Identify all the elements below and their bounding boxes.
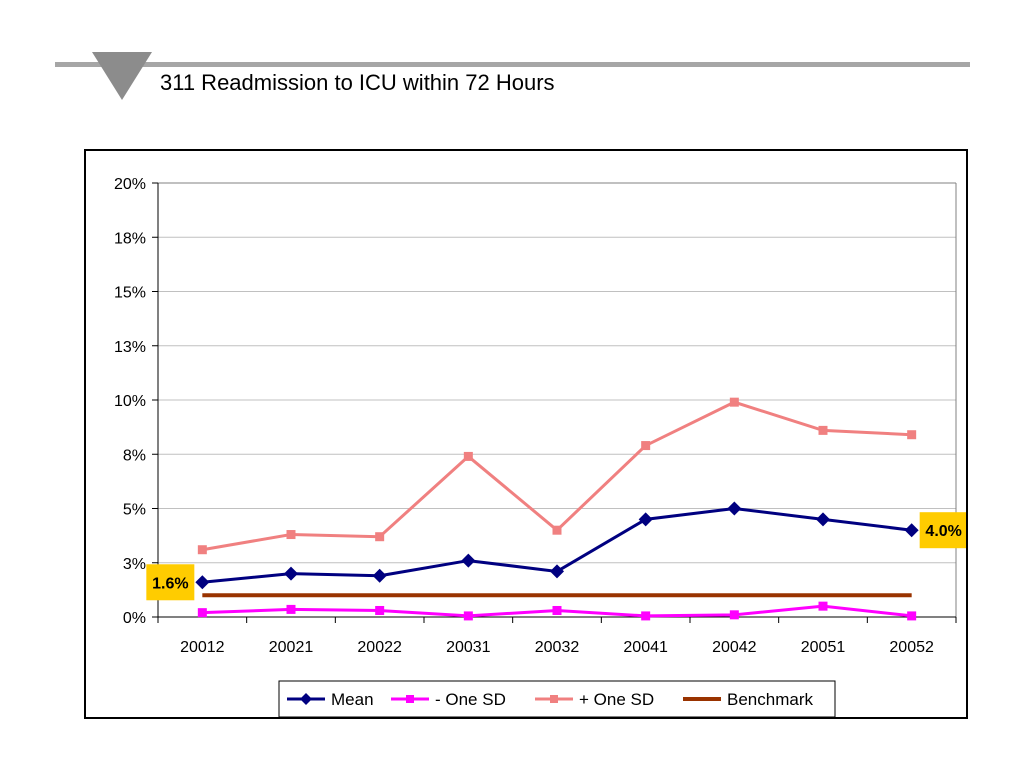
legend-marker-mean	[300, 693, 312, 705]
x-tick-label: 20032	[535, 639, 580, 656]
callout-label: 4.0%	[925, 523, 961, 540]
plus-sd-point	[729, 397, 739, 407]
mean-point	[816, 512, 830, 527]
plus-sd-point	[641, 441, 651, 451]
minus-sd-point	[463, 611, 473, 621]
legend-label-plus-sd: + One SD	[579, 690, 654, 709]
legend-marker-minus-sd	[406, 695, 414, 703]
mean-point	[727, 501, 742, 516]
callout-label: 1.6%	[152, 575, 188, 592]
callout-box-0	[146, 564, 195, 601]
callout-box-1	[919, 512, 966, 549]
y-tick-label: 10%	[114, 393, 146, 410]
minus-sd-point	[818, 601, 828, 611]
header-rule	[55, 62, 970, 67]
mean-point	[284, 566, 298, 581]
line-chart: 0% 3% 5% 8% 10% 13% 15% 18% 20% 20012 20021 20022 20…	[114, 176, 966, 717]
minus-sd-point	[907, 611, 917, 621]
minus-sd-point	[375, 605, 385, 615]
y-tick-label: 18%	[114, 230, 146, 247]
plus-sd-point	[286, 530, 296, 540]
x-tick-label: 20051	[801, 639, 846, 656]
mean-point	[550, 564, 564, 579]
x-tick-label: 20022	[357, 639, 402, 656]
x-tick-label: 20031	[446, 639, 491, 656]
y-tick-label: 13%	[114, 339, 146, 356]
y-tick-label: 15%	[114, 285, 146, 302]
x-tick-label: 20042	[712, 639, 757, 656]
legend-label-minus-sd: - One SD	[435, 690, 506, 709]
plus-sd-point	[818, 425, 828, 435]
y-tick-label: 20%	[114, 176, 146, 193]
y-tick-label: 5%	[123, 502, 146, 519]
plus-sd-point	[552, 525, 562, 535]
x-tick-label: 20012	[180, 639, 225, 656]
header-triangle-icon	[92, 52, 152, 100]
mean-point	[195, 575, 210, 590]
mean-point	[372, 568, 387, 583]
y-tick-label: 8%	[123, 447, 146, 464]
page-title: 311 Readmission to ICU within 72 Hours	[160, 70, 555, 95]
chart-frame: 0% 3% 5% 8% 10% 13% 15% 18% 20% 20012 20021 20022 20…	[84, 149, 968, 719]
plus-sd-point	[375, 532, 385, 542]
x-tick-label: 20021	[269, 639, 314, 656]
y-tick-label: 3%	[123, 556, 146, 573]
x-tick-label: 20041	[623, 639, 668, 656]
y-tick-label: 0%	[123, 610, 146, 627]
plus-sd-point	[463, 451, 473, 461]
legend-label-mean: Mean	[331, 690, 374, 709]
minus-sd-point	[197, 608, 207, 618]
minus-sd-point	[729, 610, 739, 620]
minus-sd-point	[286, 604, 296, 614]
legend-label-benchmark: Benchmark	[727, 690, 813, 709]
mean-point	[461, 553, 476, 568]
plus-sd-point	[907, 430, 917, 440]
plus-sd-point	[197, 545, 207, 555]
x-tick-label: 20052	[889, 639, 934, 656]
mean-point	[638, 512, 653, 527]
legend-marker-plus-sd	[550, 695, 558, 703]
minus-sd-point	[641, 611, 651, 621]
mean-point	[904, 523, 919, 538]
minus-sd-point	[552, 605, 562, 615]
